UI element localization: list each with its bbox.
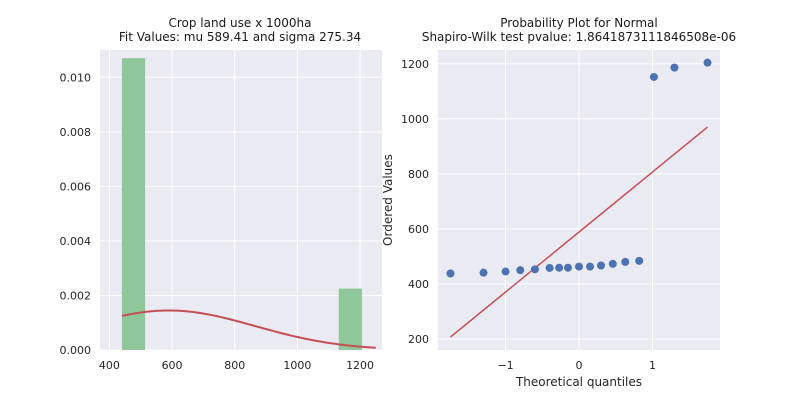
histogram-y-ticks: 0.000 0.002 0.004 0.006 0.008 0.010 bbox=[60, 71, 92, 357]
probability-plot-panel: −1 0 1 200 400 600 800 1000 1200 Probability Pl… bbox=[381, 16, 736, 389]
probability-plot-point bbox=[670, 63, 679, 72]
histogram-title-line2: Fit Values: mu 589.41 and sigma 275.34 bbox=[119, 30, 361, 44]
probability-plot-point bbox=[530, 265, 539, 274]
histogram-x-tick-label: 800 bbox=[224, 359, 245, 372]
probability-plot-point bbox=[563, 263, 572, 272]
histogram-panel: 400 600 800 1000 1200 0.0000.0020.0040.0060.… bbox=[60, 16, 382, 372]
histogram-y-tick-label: 0.010 bbox=[60, 71, 92, 84]
probability-plot-point bbox=[586, 262, 595, 271]
histogram-grid bbox=[100, 50, 382, 351]
histogram-bars bbox=[121, 58, 362, 350]
probability-plot-grid bbox=[438, 50, 720, 350]
probability-plot-x-tick-label: −1 bbox=[497, 359, 513, 372]
probability-plot-x-label: Theoretical quantiles bbox=[515, 375, 642, 389]
histogram-x-tick-label: 600 bbox=[162, 359, 183, 372]
probability-plot-y-label: Ordered Values bbox=[381, 154, 395, 246]
probability-plot-points bbox=[446, 58, 712, 278]
histogram-x-tick-label: 1000 bbox=[283, 359, 311, 372]
histogram-y-tick-label: 0.006 bbox=[60, 180, 92, 193]
histogram-y-tick-label: 0.000 bbox=[60, 344, 92, 357]
histogram-x-tick-label: 400 bbox=[99, 359, 120, 372]
probability-plot-point bbox=[545, 263, 554, 272]
probability-plot-point bbox=[575, 262, 583, 271]
probability-plot-y-tick-label: 200 bbox=[408, 333, 429, 346]
probability-plot-point bbox=[555, 263, 564, 272]
probability-plot-point bbox=[516, 266, 525, 275]
probability-plot-x-tick-label: 1 bbox=[649, 359, 656, 372]
probability-plot-x-ticks: −1 0 1 bbox=[497, 359, 655, 372]
probability-plot-point bbox=[635, 256, 644, 265]
probability-plot-y-ticks: 200 400 600 800 1000 1200 bbox=[401, 58, 429, 346]
histogram-x-ticks: 400 600 800 1000 1200 bbox=[99, 359, 374, 372]
histogram-bar bbox=[121, 58, 146, 350]
probability-plot-title-line1: Probability Plot for Normal bbox=[500, 16, 657, 30]
histogram-x-tick-label: 1200 bbox=[346, 359, 374, 372]
histogram-y-tick-label: 0.004 bbox=[60, 235, 92, 248]
probability-plot-point bbox=[703, 58, 712, 67]
probability-plot-point bbox=[597, 261, 606, 270]
histogram-y-tick-label: 0.002 bbox=[60, 289, 92, 302]
probability-plot-x-tick-label: 0 bbox=[576, 359, 583, 372]
histogram-title-line1: Crop land use x 1000ha bbox=[168, 16, 311, 30]
histogram-y-tick-label: 0.008 bbox=[60, 126, 92, 139]
probability-plot-y-tick-label: 400 bbox=[408, 278, 429, 291]
reference-line bbox=[450, 126, 708, 338]
probability-plot-y-tick-label: 1000 bbox=[401, 113, 429, 126]
probability-plot-title-line2: Shapiro-Wilk test pvalue: 1.864187311184… bbox=[422, 30, 736, 44]
probability-plot-point bbox=[479, 268, 488, 277]
probability-plot-y-tick-label: 1200 bbox=[401, 58, 429, 71]
probability-plot-point bbox=[501, 267, 510, 276]
probability-plot-y-tick-label: 800 bbox=[408, 168, 429, 181]
histogram-bar bbox=[338, 288, 362, 350]
probability-plot-point bbox=[649, 72, 658, 81]
probability-plot-point bbox=[446, 269, 455, 278]
histogram-plot-area bbox=[100, 50, 382, 350]
probability-plot-point bbox=[621, 257, 630, 266]
probability-plot-y-tick-label: 600 bbox=[408, 223, 429, 236]
probability-plot-point bbox=[608, 259, 617, 268]
normal-fit-curve bbox=[121, 309, 376, 349]
